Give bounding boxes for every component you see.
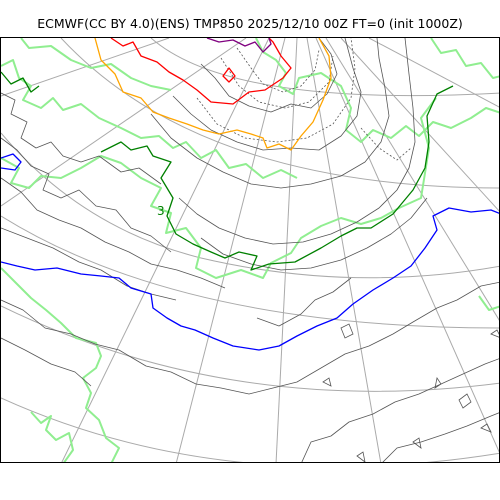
temperature-map[interactable]: 3 xyxy=(1,38,500,463)
parallel-line xyxy=(60,38,499,189)
isotherm-line xyxy=(200,197,428,271)
isotherm-dotted-line xyxy=(360,127,412,161)
contour-island xyxy=(356,451,366,462)
contour-label-3: 3 xyxy=(157,204,165,218)
graticule-parallels xyxy=(1,38,499,462)
isotherms xyxy=(1,38,499,462)
meridian-line xyxy=(340,38,499,212)
isotherm-line xyxy=(1,281,499,395)
isotherm-minus-9 xyxy=(206,38,272,53)
parallel-line xyxy=(1,132,499,279)
isotherm-0-line xyxy=(1,153,22,171)
isotherm-line xyxy=(1,227,177,301)
isotherm-line xyxy=(200,38,338,113)
coastline-canada-west xyxy=(1,97,437,279)
isotherm-dotted-line xyxy=(236,47,320,93)
parallel-line xyxy=(1,215,499,329)
contour-island xyxy=(412,437,422,449)
isotherm-line xyxy=(301,358,499,462)
isotherm-line xyxy=(1,337,92,387)
graticule-meridians xyxy=(1,38,499,462)
isotherm-minus-6 xyxy=(110,38,292,105)
isotherm-dotted-line xyxy=(196,38,356,143)
isotherm-line xyxy=(1,177,226,289)
meridian-line xyxy=(1,38,170,97)
isotherm-line xyxy=(382,412,499,462)
map-frame[interactable]: 3 xyxy=(0,37,500,463)
contour-islands xyxy=(322,323,499,462)
isotherm-minus-3 xyxy=(94,38,332,151)
coastline-pacific xyxy=(1,267,120,462)
isotherm-line xyxy=(256,277,352,327)
meridian-line xyxy=(1,38,247,207)
isotherm-line xyxy=(1,137,172,253)
contour-island xyxy=(458,393,472,409)
meridian-line xyxy=(175,38,286,462)
contour-island xyxy=(322,377,332,387)
isotherm-3 xyxy=(1,71,454,271)
isotherm-line xyxy=(178,38,416,245)
coastlines xyxy=(1,38,499,462)
isotherm-minus-6-line xyxy=(110,38,292,105)
isotherm-0 xyxy=(1,153,499,351)
contour-island xyxy=(480,423,492,433)
isotherm-line xyxy=(172,38,362,151)
contour-island xyxy=(490,329,499,338)
isotherm-line xyxy=(1,92,162,185)
isotherm-dotted-line xyxy=(220,55,334,109)
coastline-north xyxy=(20,38,172,91)
meridian-line xyxy=(61,38,270,462)
meridian-line xyxy=(368,38,499,108)
parallel-line xyxy=(1,397,499,462)
isotherm-3-line xyxy=(1,71,40,93)
coastline-east xyxy=(478,295,499,311)
isotherms-dotted xyxy=(196,38,412,161)
coastline-greenland xyxy=(430,38,499,79)
contour-island xyxy=(434,376,442,389)
contour-island xyxy=(340,323,354,339)
isotherm-minus-6-line xyxy=(222,67,236,83)
coastline-baja xyxy=(30,411,74,462)
meridian-line xyxy=(325,38,499,321)
isotherm-line xyxy=(150,38,390,189)
isotherm-minus-9-line xyxy=(206,38,272,53)
isotherm-0-line xyxy=(1,207,499,351)
coastline-alaska xyxy=(1,59,298,179)
isotherm-3-line xyxy=(100,85,454,271)
map-title: ECMWF(CC BY 4.0)(ENS) TMP850 2025/12/10 … xyxy=(37,16,463,31)
meridian-line xyxy=(275,38,298,462)
isotherm-minus-3-line xyxy=(94,38,332,151)
